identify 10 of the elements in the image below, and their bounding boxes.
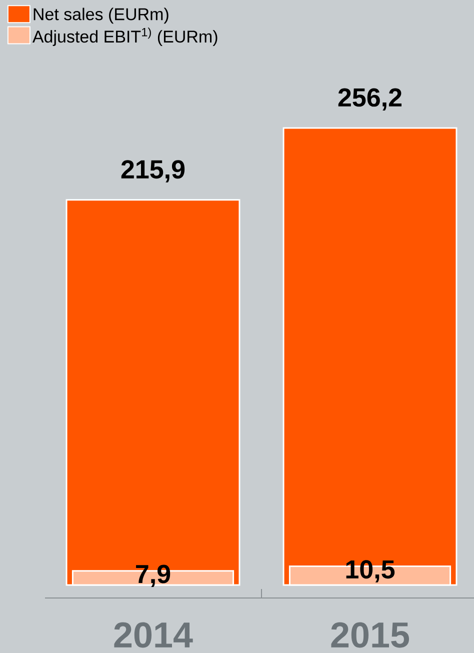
- x-tick-label: 2014: [114, 622, 193, 648]
- legend-label: Adjusted EBIT$^{1)}$ (EURm): [32, 28, 218, 46]
- bar: [66, 199, 240, 586]
- x-tick-label: 2015: [331, 622, 410, 648]
- data-label: 256,2: [338, 88, 402, 110]
- bar: [282, 127, 458, 586]
- data-label: 215,9: [121, 160, 185, 182]
- data-label: 7,9: [136, 564, 170, 588]
- data-label: 10,5: [346, 560, 395, 582]
- legend-label: Net sales (EURm): [34, 8, 168, 24]
